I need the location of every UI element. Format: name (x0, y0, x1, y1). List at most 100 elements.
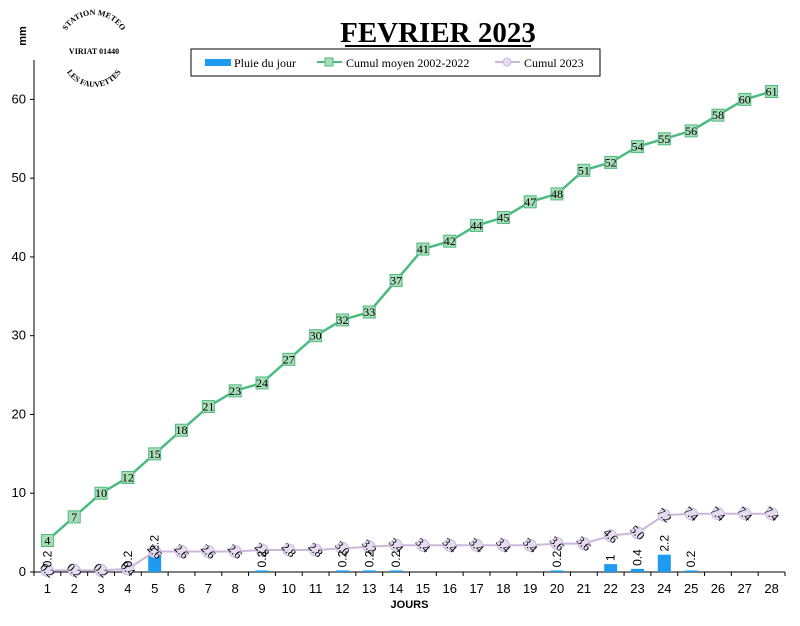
avg-point (496, 211, 510, 225)
rain-bar (657, 554, 671, 572)
avg-value-label: 30 (310, 329, 322, 343)
avg-point (684, 124, 698, 138)
avg-point (443, 234, 457, 248)
avg-value-label: 60 (739, 92, 751, 106)
cumul-2023-point (470, 538, 484, 552)
legend-marker-avg (324, 57, 334, 67)
cumul-2023-point (67, 563, 81, 577)
avg-point (389, 274, 403, 288)
x-tick-label: 8 (232, 581, 239, 596)
rain-bar (550, 570, 564, 572)
rain-value-label: 0.2 (121, 550, 135, 567)
x-tick-label: 21 (577, 581, 591, 596)
rain-bar (630, 568, 644, 572)
avg-point (657, 132, 671, 146)
avg-point (416, 242, 430, 256)
avg-value-label: 52 (605, 155, 617, 169)
cumul-2023-point (201, 545, 215, 559)
cumul-2023-point (550, 537, 564, 551)
legend: Pluie du jour Cumul moyen 2002-2022 Cumu… (190, 48, 601, 77)
cumul-2023-point (765, 507, 779, 521)
cumul-2023-value-label: 4.6 (600, 526, 621, 547)
station-stamp: STATION METEO VIRIAT 01440 LES FAUVETTES (60, 8, 127, 89)
avg-value-label: 42 (444, 234, 456, 248)
legend-label-2023: Cumul 2023 (524, 56, 584, 70)
avg-value-label: 33 (363, 305, 375, 319)
cumul-2023-point (523, 538, 537, 552)
avg-point (40, 533, 54, 547)
y-tick-label: 40 (12, 249, 26, 264)
avg-point (362, 305, 376, 319)
cumul-2023-value-label: 3.6 (574, 533, 595, 554)
cumul-2023-point (228, 545, 242, 559)
cumul-2023-point (443, 538, 457, 552)
avg-point (630, 140, 644, 154)
cumul-2023-point (389, 538, 403, 552)
rain-bar (362, 570, 376, 572)
rain-value-label: 2.2 (148, 535, 162, 552)
x-tick-label: 20 (550, 581, 564, 596)
cumul-2023-point (175, 545, 189, 559)
x-tick-label: 16 (442, 581, 456, 596)
cumul-2023-point (657, 508, 671, 522)
avg-value-label: 10 (95, 486, 107, 500)
x-tick-label: 3 (97, 581, 104, 596)
cumul-2023-point (148, 545, 162, 559)
cumul-2023-point (362, 540, 376, 554)
rain-bar (684, 570, 698, 572)
x-tick-label: 5 (151, 581, 158, 596)
avg-point (309, 329, 323, 343)
legend-marker-2023 (502, 57, 512, 67)
x-tick-label: 25 (684, 581, 698, 596)
avg-point (470, 218, 484, 232)
cumul-2023-value-label: 5.0 (627, 522, 648, 543)
y-tick-label: 20 (12, 406, 26, 421)
cumul-2023-point (684, 507, 698, 521)
x-tick-label: 24 (657, 581, 671, 596)
avg-point (711, 108, 725, 122)
rain-bar (389, 570, 403, 572)
svg-text:STATION METEO: STATION METEO (60, 8, 127, 32)
avg-point (148, 447, 162, 461)
cumul-2023-value-label: 0.2 (91, 560, 112, 581)
rain-value-label: 0.2 (550, 550, 564, 567)
cumul-2023-value-label: 2.6 (171, 541, 192, 562)
cumul-2023-value-label: 2.8 (279, 540, 300, 561)
rain-value-label: 0.4 (630, 549, 644, 566)
x-tick-label: 10 (282, 581, 296, 596)
y-tick-label: 0 (19, 564, 26, 579)
x-tick-label: 28 (764, 581, 778, 596)
stamp-line2: VIRIAT 01440 (69, 47, 119, 56)
avg-point (604, 155, 618, 169)
cumul-2023-value-label: 3.4 (439, 535, 460, 556)
cumul-2023-point (335, 541, 349, 555)
cumul-2023-point (40, 563, 54, 577)
cumul-2023-point (94, 563, 108, 577)
svg-text:LES FAUVETTES: LES FAUVETTES (65, 67, 123, 89)
avg-point (550, 187, 564, 201)
avg-value-label: 47 (524, 195, 536, 209)
avg-value-label: 23 (229, 384, 241, 398)
x-axis-title: JOURS (391, 599, 429, 611)
avg-value-label: 44 (471, 218, 483, 232)
legend-box (190, 48, 601, 77)
avg-point (94, 486, 108, 500)
x-tick-label: 23 (630, 581, 644, 596)
cumul-2023-value-label: 7.2 (654, 505, 675, 526)
avg-value-label: 21 (202, 400, 214, 414)
rain-value-label: 1 (604, 554, 618, 561)
avg-value-label: 51 (578, 163, 590, 177)
avg-value-label: 37 (390, 274, 402, 288)
stamp-line3: LES FAUVETTES (65, 67, 123, 89)
x-tick-label: 17 (469, 581, 483, 596)
avg-point (201, 400, 215, 414)
cumul-2023-value-label: 7.4 (761, 503, 782, 524)
x-tick-label: 11 (309, 581, 323, 596)
legend-label-avg: Cumul moyen 2002-2022 (346, 56, 469, 70)
x-tick-label: 9 (258, 581, 265, 596)
avg-value-label: 45 (497, 211, 509, 225)
x-tick-label: 18 (496, 581, 510, 596)
cumul-2023-point (711, 507, 725, 521)
